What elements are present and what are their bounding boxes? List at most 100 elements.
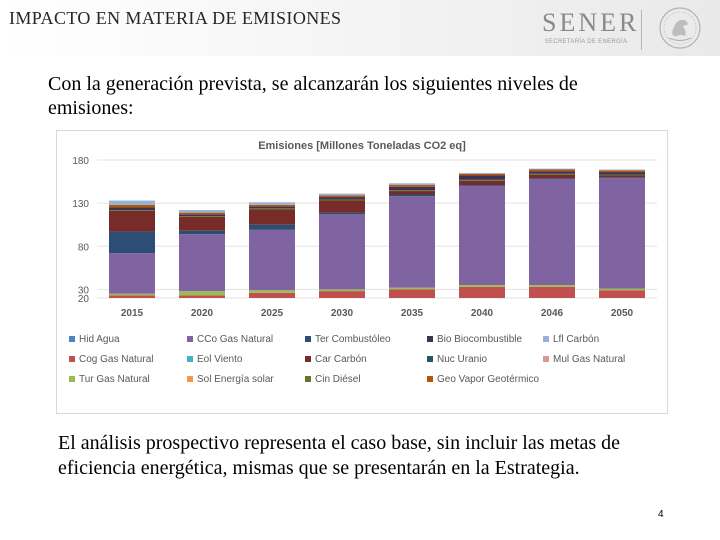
x-tick-label: 2030 bbox=[331, 308, 354, 319]
emissions-chart: Emisiones [Millones Toneladas CO2 eq] 180… bbox=[56, 130, 668, 414]
bar-segment bbox=[249, 208, 295, 210]
bar-segment bbox=[459, 180, 505, 186]
bar-segment bbox=[529, 174, 575, 179]
bar-segment bbox=[249, 224, 295, 230]
emissions-chart-svg: Emisiones [Millones Toneladas CO2 eq] 180… bbox=[69, 140, 657, 385]
bar-segment bbox=[319, 197, 365, 200]
bar-segment bbox=[389, 183, 435, 186]
legend-label: Sol Energía solar bbox=[197, 374, 274, 385]
bar-segment bbox=[319, 195, 365, 198]
legend-swatch bbox=[427, 356, 433, 362]
bar-segment bbox=[319, 212, 365, 215]
bar-segment bbox=[179, 230, 225, 235]
bar-segment bbox=[529, 168, 575, 170]
legend-swatch bbox=[305, 356, 311, 362]
bar-segment bbox=[459, 185, 505, 286]
bar-segment bbox=[599, 172, 645, 175]
x-tick-label: 2040 bbox=[471, 308, 494, 319]
legend-label: Hid Agua bbox=[79, 334, 120, 345]
legend-label: Tur Gas Natural bbox=[79, 374, 150, 385]
bar-segment bbox=[529, 178, 575, 286]
bar-segment bbox=[319, 200, 365, 213]
bar-segment bbox=[599, 290, 645, 298]
bar-segment bbox=[179, 216, 225, 217]
legend-label: Cin Diésel bbox=[315, 374, 361, 385]
national-seal-icon bbox=[659, 7, 701, 49]
sener-logo-subtext: SECRETARÍA DE ENERGÍA bbox=[544, 39, 628, 45]
bar-segment bbox=[179, 291, 225, 296]
y-tick-label: 80 bbox=[78, 242, 90, 253]
sener-logo-text: SENER bbox=[542, 8, 640, 37]
bar-segment bbox=[459, 179, 505, 181]
bar-segment bbox=[319, 291, 365, 298]
bar-segment bbox=[249, 292, 295, 298]
legend-swatch bbox=[305, 376, 311, 382]
bar-segment bbox=[319, 289, 365, 292]
legend-label: Nuc Uranio bbox=[437, 354, 487, 365]
bar-segment bbox=[109, 231, 155, 254]
bar-segment bbox=[389, 190, 435, 192]
bar-segment bbox=[319, 199, 365, 201]
page-number: 4 bbox=[658, 509, 664, 520]
legend-swatch bbox=[427, 376, 433, 382]
legend-label: CCo Gas Natural bbox=[197, 334, 273, 345]
bar-segment bbox=[599, 177, 645, 179]
y-tick-label: 130 bbox=[72, 199, 89, 210]
x-tick-label: 2046 bbox=[541, 308, 564, 319]
bar-segment bbox=[109, 200, 155, 205]
logo-divider bbox=[641, 10, 642, 50]
bar-segment bbox=[249, 229, 295, 291]
legend-label: Ter Combustóleo bbox=[315, 334, 391, 345]
legend-swatch bbox=[187, 336, 193, 342]
bar-segment bbox=[459, 185, 505, 186]
legend-label: Mul Gas Natural bbox=[553, 354, 625, 365]
bar-segment bbox=[529, 178, 575, 179]
bar-segment bbox=[249, 204, 295, 207]
bar-segment bbox=[599, 175, 645, 178]
bar-segment bbox=[109, 295, 155, 298]
bar-segment bbox=[459, 173, 505, 176]
legend-label: Bio Biocombustible bbox=[437, 334, 522, 345]
sener-logo: SENER SECRETARÍA DE ENERGÍA bbox=[542, 8, 640, 50]
bar-segment bbox=[389, 185, 435, 187]
legend-label: Lfl Carbón bbox=[553, 334, 599, 345]
bar-segment bbox=[389, 196, 435, 288]
bar-segment bbox=[459, 286, 505, 298]
bar-segment bbox=[109, 207, 155, 211]
x-tick-label: 2020 bbox=[191, 308, 214, 319]
legend-swatch bbox=[305, 336, 311, 342]
legend-swatch bbox=[187, 356, 193, 362]
bar-segment bbox=[599, 170, 645, 173]
bar-segment bbox=[179, 212, 225, 215]
legend-swatch bbox=[543, 356, 549, 362]
bar-segment bbox=[109, 210, 155, 211]
legend-label: Eol Viento bbox=[197, 354, 243, 365]
bar-segment bbox=[389, 194, 435, 197]
legend-label: Geo Vapor Geotérmico bbox=[437, 374, 540, 385]
bar-segment bbox=[179, 214, 225, 217]
bar-segment bbox=[529, 285, 575, 287]
bar-segment bbox=[599, 178, 645, 289]
legend-swatch bbox=[187, 376, 193, 382]
bar-segment bbox=[319, 214, 365, 290]
bar-segment bbox=[249, 206, 295, 209]
bar-segment bbox=[179, 234, 225, 292]
bar-segment bbox=[389, 191, 435, 195]
bar-segment bbox=[529, 171, 575, 174]
bar-segment bbox=[529, 286, 575, 298]
intro-paragraph: Con la generación prevista, se alcanzará… bbox=[48, 73, 578, 119]
bar-segment bbox=[459, 172, 505, 174]
bar-segment bbox=[529, 173, 575, 175]
legend-swatch bbox=[69, 336, 75, 342]
legend-label: Cog Gas Natural bbox=[79, 354, 153, 365]
bar-segment bbox=[529, 169, 575, 172]
slide-title: IMPACTO EN MATERIA DE EMISIONES bbox=[9, 8, 342, 28]
legend-swatch bbox=[543, 336, 549, 342]
bar-segment bbox=[179, 216, 225, 231]
x-tick-label: 2015 bbox=[121, 308, 144, 319]
bar-segment bbox=[249, 202, 295, 205]
bar-segment bbox=[249, 290, 295, 293]
bar-segment bbox=[599, 169, 645, 171]
x-tick-label: 2025 bbox=[261, 308, 284, 319]
y-tick-label: 20 bbox=[78, 294, 90, 305]
